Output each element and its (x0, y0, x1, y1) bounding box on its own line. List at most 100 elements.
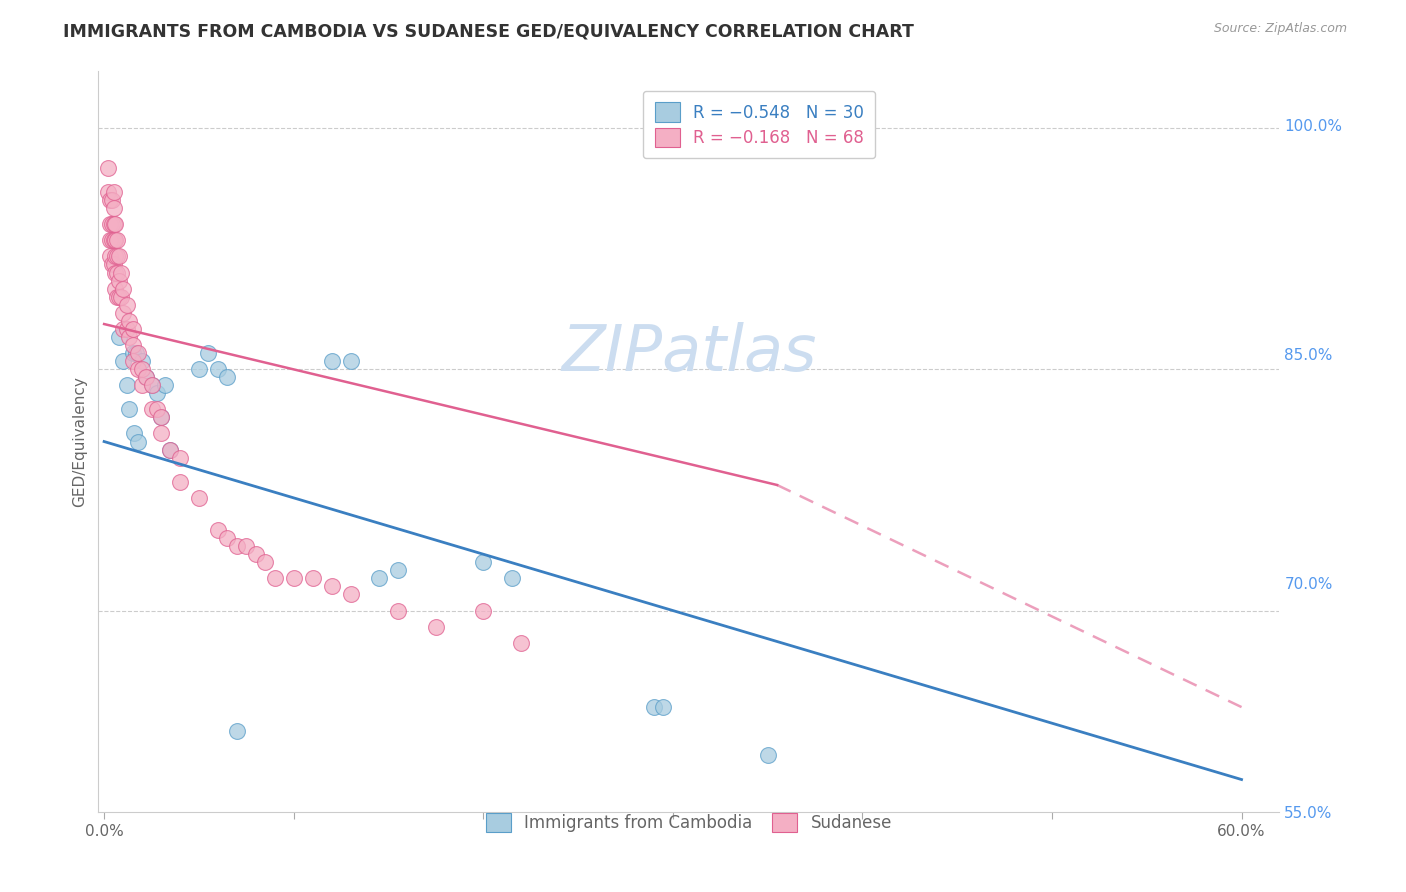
Point (141, 402, 163, 417)
Point (425, 619, 447, 633)
Point (235, 539, 257, 553)
Point (225, 724, 247, 739)
Point (115, 378, 138, 392)
Point (108, 330, 131, 344)
Point (283, 571, 305, 585)
Point (100, 193, 122, 207)
Point (121, 346, 143, 360)
Legend: Immigrants from Cambodia, Sudanese: Immigrants from Cambodia, Sudanese (474, 802, 904, 844)
Point (510, 636, 533, 650)
Point (153, 378, 176, 392)
Point (127, 362, 149, 376)
Point (104, 282, 127, 296)
Point (159, 442, 181, 457)
Point (135, 370, 157, 384)
Point (169, 475, 191, 489)
Point (118, 402, 141, 417)
Point (124, 426, 146, 441)
Point (245, 547, 267, 561)
Point (131, 378, 153, 392)
Point (131, 354, 153, 368)
Point (105, 266, 128, 280)
Point (217, 531, 239, 545)
Point (141, 378, 163, 392)
Point (339, 587, 361, 601)
Point (135, 370, 157, 384)
Point (301, 571, 323, 585)
Point (108, 249, 131, 263)
Point (105, 290, 128, 304)
Point (368, 571, 391, 585)
Point (112, 322, 135, 336)
Point (149, 410, 172, 425)
Point (98, 193, 121, 207)
Point (112, 306, 135, 320)
Point (187, 362, 209, 376)
Point (387, 563, 409, 577)
Point (103, 201, 125, 215)
Point (321, 354, 343, 368)
Point (756, 748, 779, 763)
Point (110, 290, 132, 304)
Point (115, 322, 138, 336)
Point (118, 330, 141, 344)
Point (146, 402, 169, 417)
Point (103, 185, 125, 199)
Point (217, 370, 239, 384)
Point (98, 217, 121, 231)
Point (197, 346, 219, 360)
Text: Source: ZipAtlas.com: Source: ZipAtlas.com (1213, 22, 1347, 36)
Point (207, 362, 229, 376)
Point (159, 442, 181, 457)
Point (103, 217, 125, 231)
Point (115, 298, 138, 312)
Point (103, 233, 125, 247)
Point (98, 233, 121, 247)
Point (643, 700, 665, 714)
Point (141, 378, 163, 392)
Y-axis label: GED/Equivalency: GED/Equivalency (72, 376, 87, 507)
Point (225, 539, 247, 553)
Text: IMMIGRANTS FROM CAMBODIA VS SUDANESE GED/EQUIVALENCY CORRELATION CHART: IMMIGRANTS FROM CAMBODIA VS SUDANESE GED… (63, 22, 914, 40)
Point (263, 571, 285, 585)
Point (169, 450, 191, 465)
Point (108, 290, 131, 304)
Point (103, 258, 125, 272)
Point (112, 282, 135, 296)
Point (105, 233, 128, 247)
Point (387, 603, 409, 617)
Point (121, 354, 143, 368)
Point (97, 185, 120, 199)
Text: ZIPatlas: ZIPatlas (561, 322, 817, 384)
Point (100, 258, 122, 272)
Point (321, 579, 343, 593)
Point (652, 700, 675, 714)
Point (108, 274, 131, 288)
Point (187, 491, 209, 505)
Point (100, 233, 122, 247)
Point (127, 434, 149, 449)
Point (104, 266, 127, 280)
Point (149, 426, 172, 441)
Point (118, 314, 141, 328)
Point (105, 249, 128, 263)
Point (121, 338, 143, 352)
Point (254, 555, 277, 569)
Point (339, 354, 361, 368)
Point (97, 161, 120, 175)
Point (501, 571, 523, 585)
Point (104, 233, 127, 247)
Point (121, 322, 143, 336)
Point (125, 346, 148, 360)
Point (131, 362, 153, 376)
Point (146, 386, 169, 401)
Point (104, 217, 127, 231)
Point (127, 346, 149, 360)
Point (98, 249, 121, 263)
Point (472, 603, 495, 617)
Point (112, 354, 135, 368)
Point (207, 523, 229, 537)
Point (149, 410, 172, 425)
Point (100, 217, 122, 231)
Point (110, 266, 132, 280)
